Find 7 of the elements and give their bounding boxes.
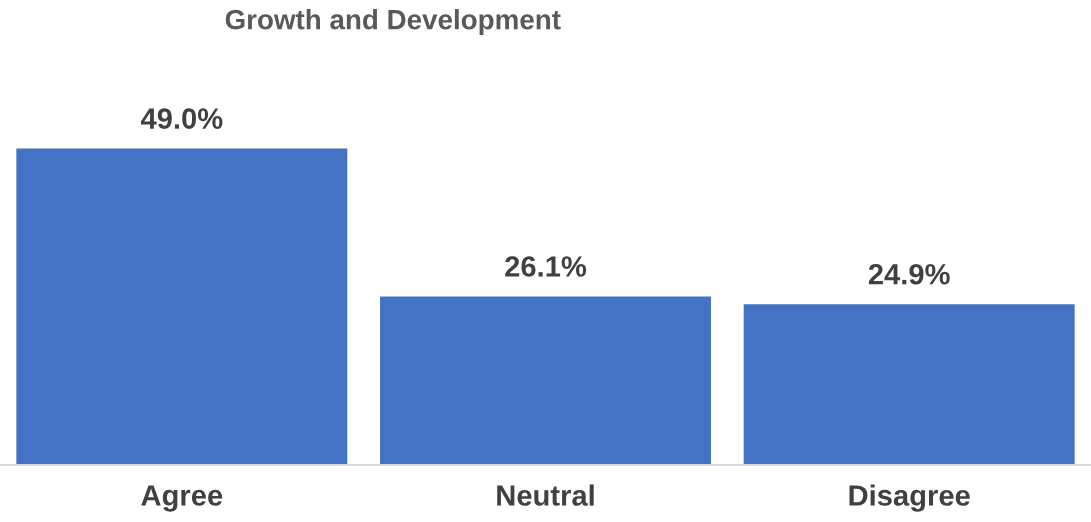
- x-tick-label: Neutral: [497, 484, 594, 506]
- x-tick-label: Disagree: [849, 484, 970, 512]
- data-label: 49.0%: [140, 108, 223, 129]
- x-tick-label: Agree: [141, 485, 223, 512]
- data-label: 24.9%: [868, 263, 950, 285]
- data-label: 26.1%: [505, 256, 587, 277]
- chart-title: Growth and Development: [225, 9, 561, 35]
